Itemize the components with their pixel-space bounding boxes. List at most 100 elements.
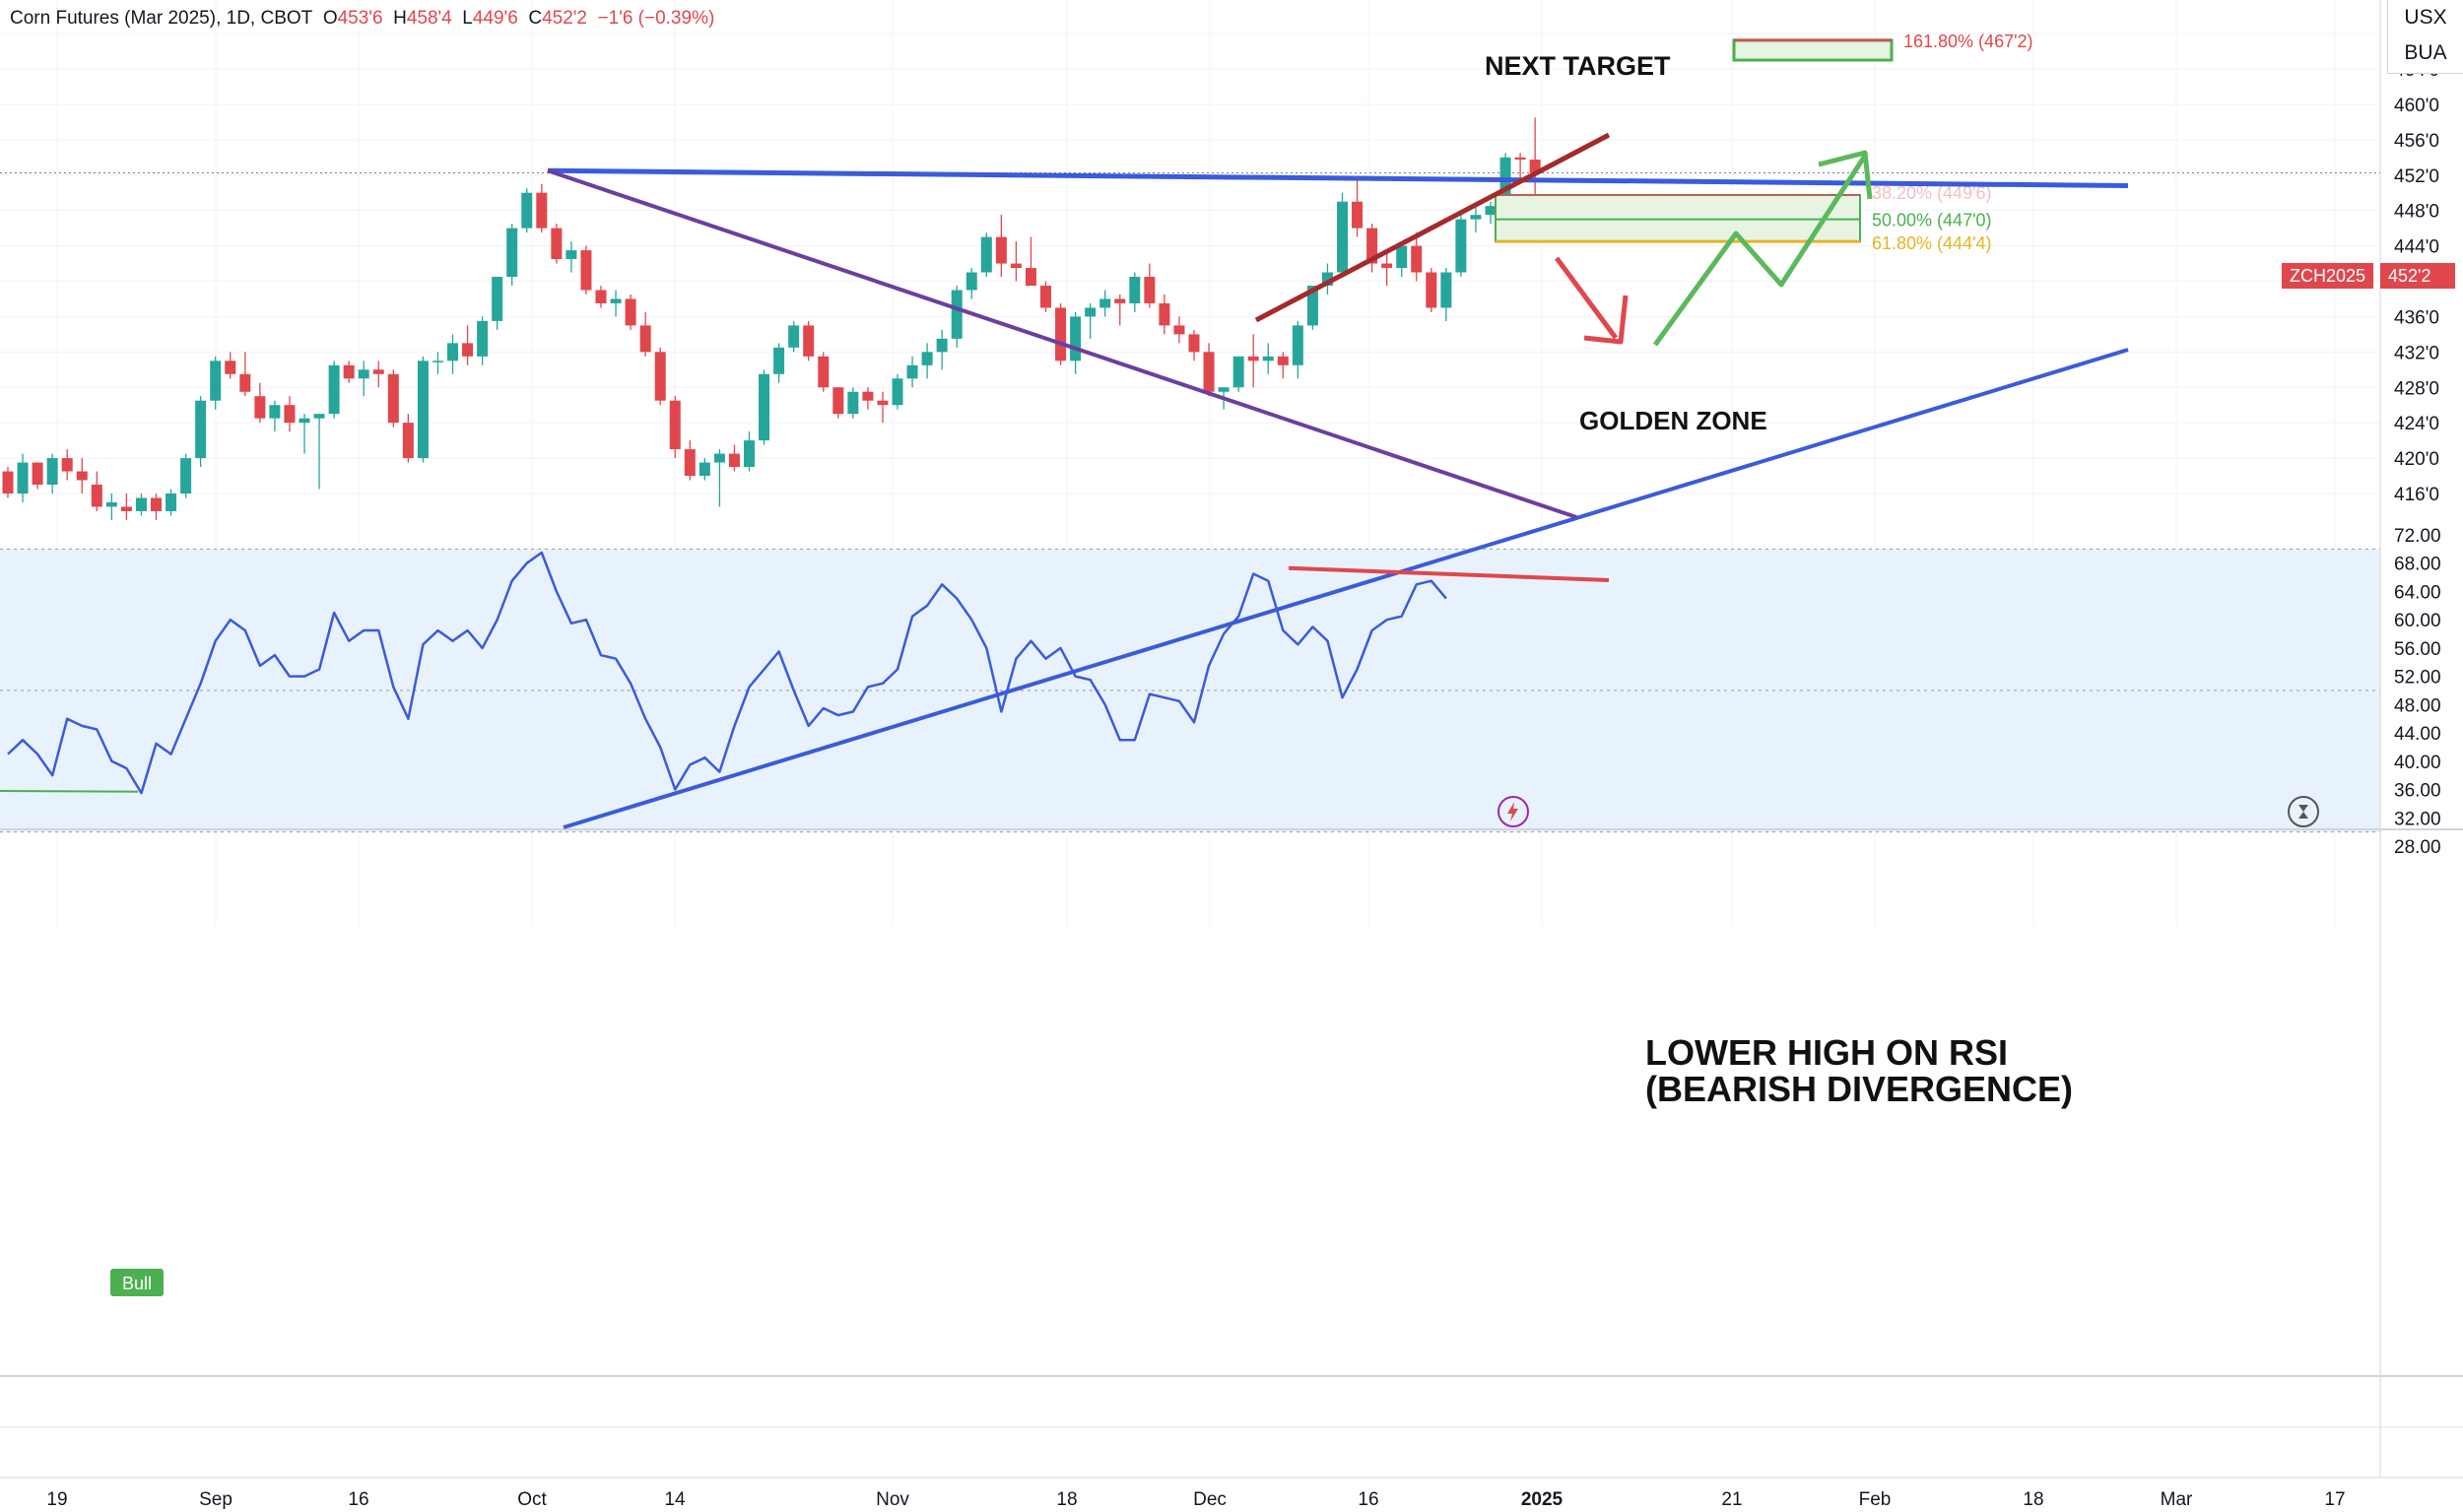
candle-body — [862, 391, 874, 401]
golden-zone-box — [1495, 193, 1861, 243]
candle-body — [536, 192, 548, 229]
close-value: 452'2 — [542, 8, 587, 29]
time-tick-label: Sep — [199, 1489, 233, 1510]
low-value: 449'6 — [472, 8, 518, 29]
rsi-note-line2: (BEARISH DIVERGENCE) — [1645, 1069, 2074, 1109]
pullback-arrow — [1554, 256, 1619, 340]
bounce-arrow-head — [1818, 150, 1873, 200]
candle-body — [1129, 277, 1141, 303]
price-tick-label: 448'0 — [2394, 202, 2439, 223]
candle-body — [892, 378, 903, 406]
candle-body — [180, 458, 192, 493]
candle-body — [1173, 325, 1185, 335]
rsi-tick-label: 40.00 — [2394, 753, 2441, 773]
candle-body — [610, 298, 622, 303]
candle-body — [76, 471, 88, 481]
candle-body — [328, 364, 340, 415]
time-tick-label: Feb — [1859, 1489, 1892, 1510]
price-tick-label: 460'0 — [2394, 96, 2439, 116]
candle-body — [254, 396, 266, 419]
candle-body — [1010, 263, 1022, 269]
candle-body — [372, 369, 384, 374]
time-tick-label: 18 — [2023, 1489, 2043, 1510]
target-box — [1732, 38, 1894, 62]
price-tick-label: 436'0 — [2394, 307, 2439, 328]
fib-label-382: 38.20% (449'6) — [1872, 183, 1992, 203]
currency-selector[interactable]: USX BUA — [2387, 0, 2463, 74]
price-tick-label: 432'0 — [2394, 343, 2439, 363]
candle-body — [492, 277, 503, 321]
rsi-tick-label: 48.00 — [2394, 695, 2441, 716]
fib-label-50: 50.00% (447'0) — [1872, 211, 1992, 230]
divergence-line — [1288, 565, 1610, 582]
candle-body — [105, 501, 117, 507]
time-tick-label: 16 — [348, 1489, 368, 1510]
time-tick-label: 16 — [1358, 1489, 1378, 1510]
candle-body — [1114, 298, 1126, 303]
candle-body — [1055, 307, 1067, 362]
candle-body — [1247, 356, 1259, 362]
high-label: H — [393, 8, 407, 29]
rsi-tick-label: 64.00 — [2394, 582, 2441, 603]
rsi-tick-label: 68.00 — [2394, 555, 2441, 575]
bull-badge — [110, 1269, 164, 1296]
price-tick-label: 452'0 — [2394, 166, 2439, 187]
price-tick-label: 416'0 — [2394, 485, 2439, 505]
candle-body — [980, 236, 992, 273]
rsi-tick-label: 60.00 — [2394, 611, 2441, 631]
time-tick-label: 19 — [46, 1489, 67, 1510]
candle-body — [1218, 387, 1230, 392]
candle-body — [1455, 219, 1467, 273]
candle-body — [803, 325, 815, 357]
candle-body — [1099, 298, 1111, 308]
candle-body — [728, 453, 740, 468]
candle-body — [1514, 157, 1526, 161]
time-tick-label: Oct — [517, 1489, 547, 1510]
candle-body — [2, 471, 14, 493]
candle-body — [195, 400, 207, 459]
candle-body — [832, 387, 844, 415]
candle-body — [521, 192, 533, 229]
bounce-arrow — [1652, 154, 1868, 347]
candle-body — [1159, 302, 1170, 326]
candle-body — [1352, 201, 1364, 229]
rsi-tick-label: 28.00 — [2394, 837, 2441, 858]
last-price-tag: 452'2 — [2380, 263, 2455, 289]
time-tick-label: 2025 — [1521, 1489, 1564, 1510]
candle-body — [713, 453, 725, 463]
high-value: 458'4 — [406, 8, 452, 29]
rsi-tick-label: 36.00 — [2394, 781, 2441, 802]
candle-body — [921, 352, 933, 365]
lightning-icon[interactable] — [1498, 796, 1529, 827]
price-tick-label: 456'0 — [2394, 131, 2439, 152]
candle-body — [951, 290, 963, 339]
candle-body — [684, 449, 696, 477]
time-tick-label: 21 — [1721, 1489, 1742, 1510]
price-tick-label: 428'0 — [2394, 378, 2439, 399]
candle-body — [1411, 245, 1423, 273]
rsi-tick-label: 52.00 — [2394, 668, 2441, 689]
candles — [2, 117, 1541, 520]
candle-body — [506, 228, 518, 278]
golden-zone-label: GOLDEN ZONE — [1579, 406, 1767, 435]
candle-body — [1144, 277, 1156, 303]
candle-body — [313, 414, 325, 419]
candle-body — [669, 400, 681, 450]
candle-body — [1440, 272, 1452, 308]
change-value: −1'6 (−0.39%) — [597, 8, 715, 29]
resistance-line — [547, 167, 2129, 189]
price-tick-label: 420'0 — [2394, 449, 2439, 470]
rsi-tick-label: 56.00 — [2394, 639, 2441, 660]
candle-body — [1040, 285, 1051, 308]
candle-body — [744, 440, 755, 468]
rsi-band — [0, 549, 2380, 832]
candle-body — [1232, 356, 1244, 388]
candle-body — [1337, 201, 1348, 273]
candle-body — [1381, 263, 1393, 269]
candle-body — [1470, 215, 1482, 220]
candle-body — [1085, 307, 1097, 317]
hourglass-icon[interactable] — [2288, 796, 2319, 827]
candle-body — [17, 462, 29, 493]
candle-body — [995, 236, 1007, 264]
rsi-line — [7, 551, 1447, 795]
